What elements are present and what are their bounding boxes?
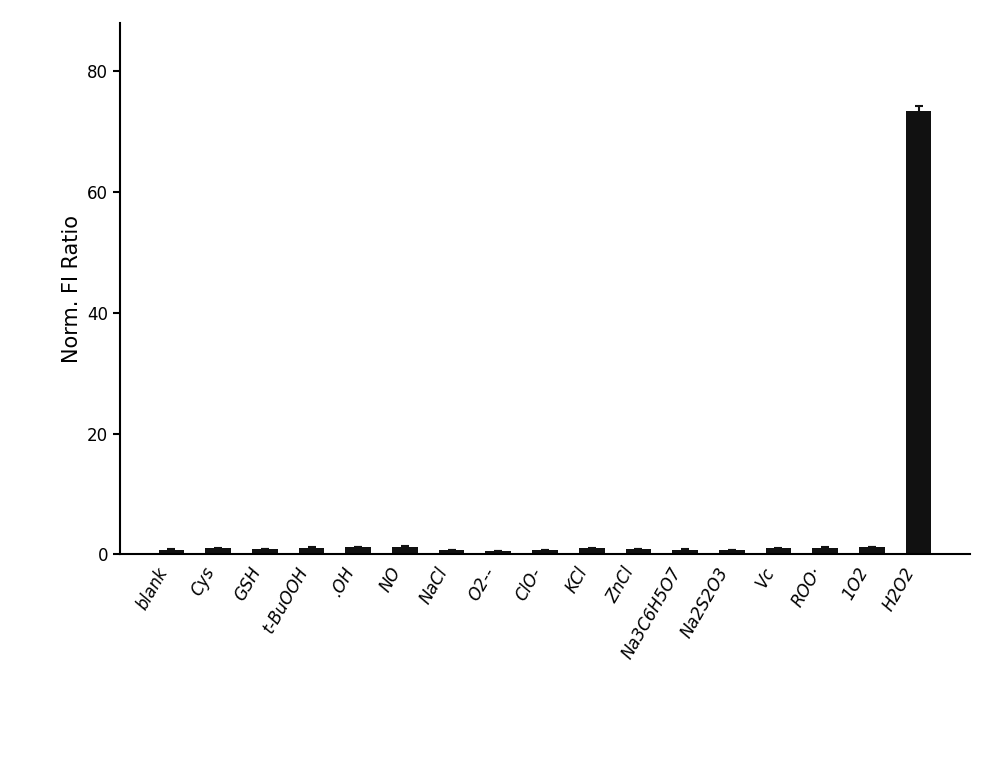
Bar [439, 551, 464, 554]
Bar [626, 549, 651, 554]
Bar [859, 547, 885, 554]
Bar [812, 547, 838, 554]
Bar [205, 548, 231, 554]
Bar [485, 551, 511, 554]
Bar [252, 549, 278, 554]
Bar [579, 548, 605, 554]
Bar [532, 551, 558, 554]
Bar [672, 550, 698, 554]
Y-axis label: Norm. FI Ratio: Norm. FI Ratio [62, 215, 82, 363]
Bar [159, 550, 184, 554]
Bar [299, 547, 324, 554]
Bar [719, 551, 745, 554]
Bar [392, 547, 418, 554]
Bar [766, 548, 791, 554]
Bar [345, 547, 371, 554]
Bar [906, 111, 931, 554]
